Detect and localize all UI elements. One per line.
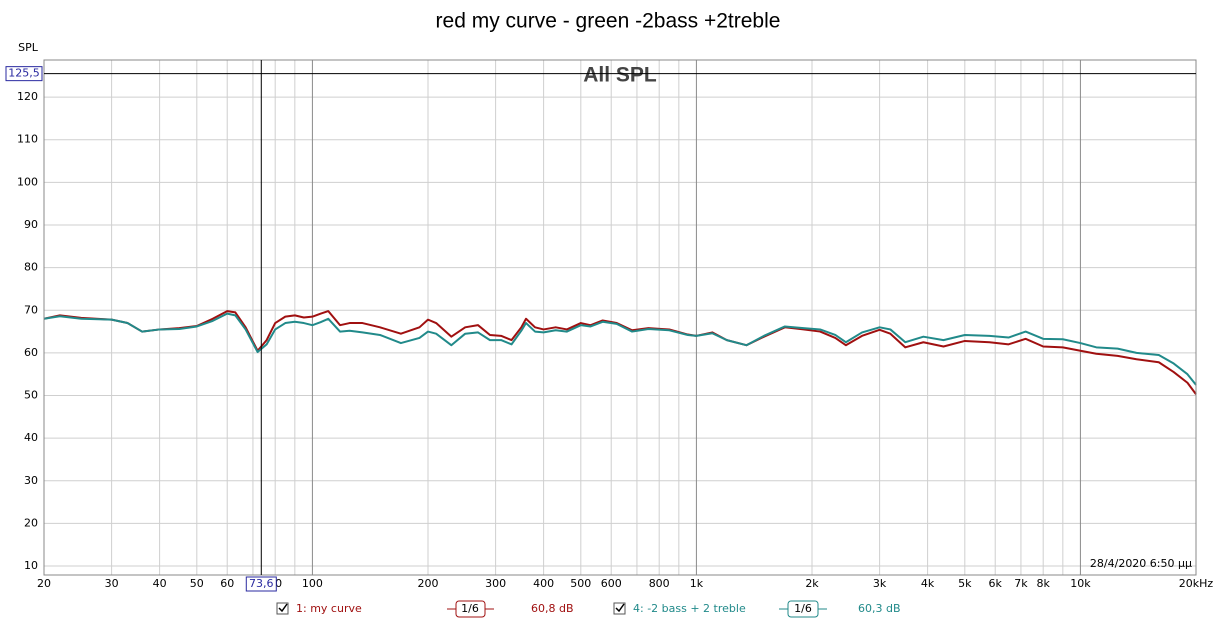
cursor: 125,5 73,6 [5,60,1196,592]
x-tick-label: 20 [37,577,51,590]
x-tick-label: 2k [805,577,819,590]
y-tick-label: 90 [24,218,38,231]
x-tick-label: 100 [302,577,323,590]
x-tick-label: 800 [649,577,670,590]
x-tick-label: 8k [1037,577,1051,590]
x-tick-label: 500 [570,577,591,590]
x-tick-label: 3k [873,577,887,590]
series-line [43,312,1197,386]
y-tick-label: 20 [24,516,38,529]
overlay-title: All SPL [583,64,657,87]
timestamp: 28/4/2020 6:50 μμ [1090,557,1192,570]
y-tick-label: 10 [24,559,38,572]
x-tick-label: 400 [533,577,554,590]
y-tick-label: 70 [24,303,38,316]
x-tick-label: 10k [1070,577,1091,590]
smoothing-label: 1/6 [461,602,479,615]
y-tick-label: 100 [17,175,38,188]
checkbox[interactable] [613,602,626,615]
plot-frame [43,59,1197,576]
x-tick-label: 600 [601,577,622,590]
x-tick-label: 7k [1014,577,1028,590]
smoothing-label: 1/6 [794,602,812,615]
cursor-x-box [245,576,277,592]
y-tick-label: 50 [24,389,38,402]
legend-level: 60,3 dB [858,602,901,615]
y-tick-label: 40 [24,431,38,444]
cursor-y-label: 125,5 [8,67,40,80]
y-tick-label: 60 [24,346,38,359]
y-tick-label: 110 [17,133,38,146]
plot-lines [43,310,1197,395]
x-tick-label: 20kHz [1179,577,1214,590]
checkbox[interactable] [276,602,289,615]
x-tick-label: 200 [418,577,439,590]
x-tick-label: 60 [220,577,234,590]
x-tick-label: 40 [153,577,167,590]
series-line [43,310,1197,395]
legend-label: 4: -2 bass + 2 treble [633,602,746,615]
x-tick-label: 50 [190,577,204,590]
legend-label: 1: my curve [296,602,362,615]
x-tick-label: 6k [989,577,1003,590]
chart-title: red my curve - green -2bass +2treble [436,10,781,33]
checkmark [278,603,288,613]
y-tick-label: 120 [17,90,38,103]
cursor-y-box [5,66,43,82]
x-tick-label: 30 [105,577,119,590]
legend-level: 60,8 dB [531,602,574,615]
x-tick-label: 300 [485,577,506,590]
checkmark [615,603,625,613]
cursor-x-label: 73,6 [249,577,274,590]
x-tick-label: 5k [958,577,972,590]
legend[interactable]: 1: my curve 1/6 60,8 dB 4: -2 bass + 2 t… [276,600,901,618]
y-axis-label: SPL [18,41,39,54]
x-tick-label: 4k [921,577,935,590]
x-tick-label: 1k [690,577,704,590]
y-tick-label: 80 [24,261,38,274]
grid: 1020304050607080901001101202030405060801… [17,60,1213,590]
y-tick-label: 30 [24,474,38,487]
